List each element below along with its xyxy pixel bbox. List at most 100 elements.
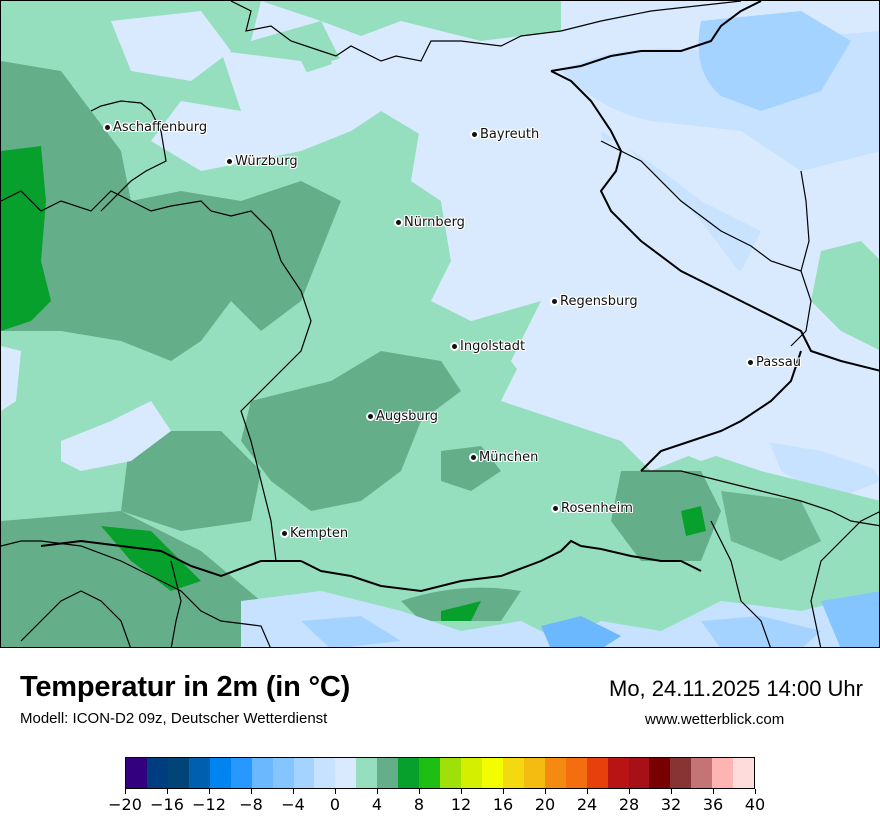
- city-marker-passau: Passau: [748, 355, 801, 370]
- city-label: Rosenheim: [561, 501, 633, 516]
- colorbar-tick-label: 36: [702, 795, 724, 814]
- colorbar-bin: [230, 758, 252, 788]
- city-dot-icon: [553, 506, 558, 511]
- colorbar-bin: [691, 758, 713, 788]
- colorbar-tick: [125, 789, 126, 794]
- colorbar-tick: [335, 789, 336, 794]
- colorbar-tick: [419, 789, 420, 794]
- temperature-colorbar: [125, 757, 755, 789]
- city-dot-icon: [472, 132, 477, 137]
- colorbar-tick-label: 8: [413, 795, 425, 814]
- colorbar-bin: [628, 758, 650, 788]
- city-marker-augsburg: Augsburg: [368, 409, 438, 424]
- colorbar-bin: [209, 758, 231, 788]
- colorbar-tick-label: 20: [534, 795, 556, 814]
- colorbar-tick-label: 32: [660, 795, 682, 814]
- colorbar-tick-label: 24: [576, 795, 598, 814]
- city-dot-icon: [368, 414, 373, 419]
- city-dot-icon: [282, 531, 287, 536]
- colorbar-tick-label: −16: [150, 795, 184, 814]
- colorbar-tick: [755, 789, 756, 794]
- colorbar-tick: [671, 789, 672, 794]
- colorbar-bin: [440, 758, 461, 788]
- city-marker-muenchen: München: [471, 450, 538, 465]
- city-label: Passau: [756, 355, 801, 370]
- colorbar-tick-label: 0: [329, 795, 341, 814]
- colorbar-bin: [649, 758, 671, 788]
- colorbar-tick-label: 4: [371, 795, 383, 814]
- city-marker-aschaffenburg: Aschaffenburg: [105, 120, 207, 135]
- city-label: Würzburg: [235, 154, 298, 169]
- colorbar-bin: [146, 758, 168, 788]
- colorbar-ticks: −20 −16 −12 −8 −4 0 4 8 12 16 20 24 28 32 36 40: [108, 789, 765, 819]
- colorbar-tick: [503, 789, 504, 794]
- city-dot-icon: [552, 299, 557, 304]
- colorbar-bin: [377, 758, 399, 788]
- forecast-datetime: Mo, 24.11.2025 14:00 Uhr: [609, 676, 863, 701]
- colorbar-tick-label: −12: [192, 795, 226, 814]
- city-label: Bayreuth: [480, 127, 540, 142]
- city-marker-bayreuth: Bayreuth: [472, 127, 539, 142]
- colorbar-bin: [607, 758, 629, 788]
- colorbar-tick-label: −20: [108, 795, 142, 814]
- colorbar-tick: [167, 789, 168, 794]
- colorbar-bin: [314, 758, 336, 788]
- colorbar-tick-label: 28: [618, 795, 640, 814]
- model-source: Modell: ICON-D2 09z, Deutscher Wetterdie…: [20, 710, 328, 727]
- city-dot-icon: [471, 455, 476, 460]
- colorbar-tick-label: −8: [239, 795, 263, 814]
- colorbar-bin: [523, 758, 545, 788]
- city-dot-icon: [227, 159, 232, 164]
- colorbar-bin: [733, 758, 755, 788]
- city-label: Aschaffenburg: [113, 120, 208, 135]
- colorbar-tick: [293, 789, 294, 794]
- colorbar-tick: [209, 789, 210, 794]
- colorbar-bin: [544, 758, 566, 788]
- colorbar-bin: [419, 758, 441, 788]
- colorbar-bin: [398, 758, 420, 788]
- city-marker-regensburg: Regensburg: [552, 294, 638, 309]
- city-marker-ingolstadt: Ingolstadt: [452, 339, 525, 354]
- colorbar-tick-label: 12: [450, 795, 472, 814]
- city-label: Regensburg: [560, 294, 638, 309]
- colorbar-tick-label: 40: [744, 795, 766, 814]
- colorbar-tick: [587, 789, 588, 794]
- colorbar-tick-label: −4: [281, 795, 305, 814]
- colorbar-tick: [629, 789, 630, 794]
- temperature-map: Aschaffenburg Würzburg Bayreuth Nürnberg…: [0, 0, 880, 648]
- colorbar-bin: [167, 758, 189, 788]
- colorbar-tick: [545, 789, 546, 794]
- colorbar-bin: [712, 758, 734, 788]
- colorbar-bin: [126, 758, 147, 788]
- map-title: Temperatur in 2m (in °C): [20, 671, 351, 703]
- colorbar-bin: [251, 758, 273, 788]
- city-dot-icon: [748, 360, 753, 365]
- city-label: Ingolstadt: [460, 339, 526, 354]
- colorbar-bin: [461, 758, 482, 788]
- colorbar-tick: [461, 789, 462, 794]
- colorbar-bin: [188, 758, 210, 788]
- website-credit: www.wetterblick.com: [645, 711, 785, 728]
- colorbar-tick-label: 16: [492, 795, 514, 814]
- city-marker-wuerzburg: Würzburg: [227, 154, 298, 169]
- colorbar-tick: [251, 789, 252, 794]
- map-canvas: [1, 1, 879, 647]
- colorbar-tick: [713, 789, 714, 794]
- city-dot-icon: [452, 344, 457, 349]
- city-marker-rosenheim: Rosenheim: [553, 501, 633, 516]
- colorbar-bin: [565, 758, 587, 788]
- colorbar-bin: [502, 758, 524, 788]
- city-label: Kempten: [290, 526, 349, 541]
- city-marker-nuernberg: Nürnberg: [396, 215, 465, 230]
- city-label: Nürnberg: [404, 215, 465, 230]
- colorbar-tick: [377, 789, 378, 794]
- city-label: München: [479, 450, 539, 465]
- colorbar-bin: [356, 758, 378, 788]
- city-label: Augsburg: [376, 409, 439, 424]
- colorbar-bin: [670, 758, 692, 788]
- colorbar-bin: [586, 758, 608, 788]
- city-marker-kempten: Kempten: [282, 526, 348, 541]
- colorbar-bin: [293, 758, 315, 788]
- colorbar-bin: [481, 758, 503, 788]
- colorbar-bin: [272, 758, 294, 788]
